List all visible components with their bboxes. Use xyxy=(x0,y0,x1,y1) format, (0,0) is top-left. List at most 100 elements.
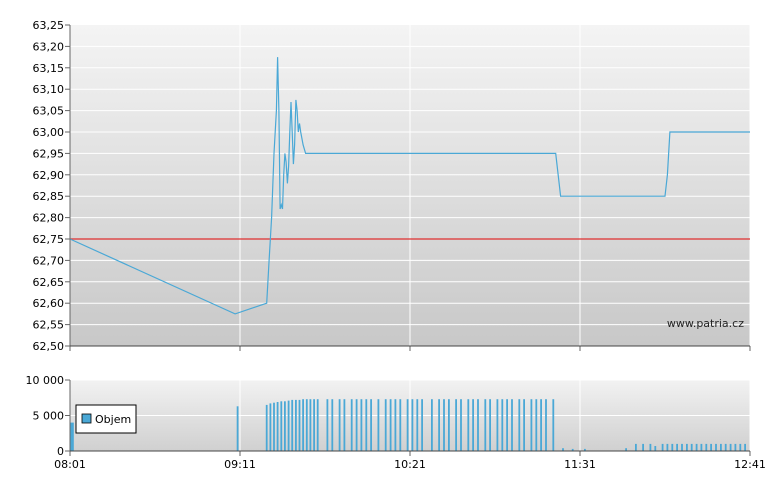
volume-bar xyxy=(518,399,521,451)
volume-bar xyxy=(496,399,499,451)
volume-y-axis: 10 000 5 000 0 xyxy=(26,374,70,458)
price-y-tick-label: 63,05 xyxy=(33,105,65,118)
volume-bar xyxy=(734,443,737,451)
volume-bar xyxy=(729,443,732,451)
volume-bars xyxy=(70,399,746,451)
volume-bar xyxy=(280,401,283,451)
volume-bar xyxy=(350,399,353,451)
volume-bar xyxy=(302,399,304,451)
volume-bar xyxy=(571,448,574,451)
time-x-tick-label: 11:31 xyxy=(564,458,596,471)
volume-bar xyxy=(506,399,508,451)
price-y-tick-label: 62,85 xyxy=(33,190,65,203)
volume-bar xyxy=(695,443,698,451)
volume-bar xyxy=(671,443,674,451)
price-y-tick-label: 63,20 xyxy=(33,40,65,53)
price-y-tick-label: 62,80 xyxy=(33,212,65,225)
price-y-tick-label: 63,15 xyxy=(33,62,65,75)
volume-bar xyxy=(269,403,272,451)
volume-bar xyxy=(744,443,746,451)
volume-bar xyxy=(484,399,487,451)
volume-bar xyxy=(399,399,402,451)
time-x-tick-label: 10:21 xyxy=(394,458,426,471)
volume-bar xyxy=(635,443,637,451)
volume-bar xyxy=(343,399,346,451)
price-y-tick-label: 62,95 xyxy=(33,147,65,160)
volume-bar xyxy=(552,399,555,451)
volume-bar xyxy=(384,399,387,451)
volume-bar xyxy=(625,448,627,451)
volume-bar xyxy=(489,399,491,451)
volume-bar xyxy=(511,399,513,451)
volume-bar xyxy=(523,399,525,451)
time-x-tick-label: 08:01 xyxy=(54,458,86,471)
volume-legend: Objem xyxy=(75,404,137,434)
volume-bar xyxy=(284,401,286,451)
volume-bar xyxy=(265,404,268,451)
watermark: www.patria.cz xyxy=(667,317,744,330)
price-y-tick-label: 62,75 xyxy=(33,233,65,246)
volume-bar xyxy=(295,399,297,451)
volume-bar xyxy=(448,399,450,451)
volume-bar xyxy=(715,443,717,451)
volume-bar xyxy=(365,399,368,451)
time-x-tick-label: 12:41 xyxy=(734,458,766,471)
price-y-tick-label: 63,10 xyxy=(33,83,65,96)
volume-bar xyxy=(71,443,73,451)
volume-bar xyxy=(477,399,479,451)
volume-bar xyxy=(724,443,727,451)
volume-bar xyxy=(467,399,470,451)
volume-bar xyxy=(326,399,329,451)
volume-bar xyxy=(438,399,440,451)
volume-bar xyxy=(535,399,538,451)
volume-bar xyxy=(291,399,294,451)
volume-bar xyxy=(705,443,708,451)
price-y-axis: 63,25 63,20 63,15 63,10 63,05 63,00 62,95 62,90… xyxy=(33,19,70,353)
volume-grid xyxy=(70,379,751,451)
price-y-tick-label: 63,00 xyxy=(33,126,65,139)
volume-bar xyxy=(642,443,644,451)
price-y-tick-label: 62,55 xyxy=(33,319,65,332)
volume-bar xyxy=(443,399,445,451)
volume-bar xyxy=(686,443,688,451)
volume-bar xyxy=(305,399,308,451)
volume-bar xyxy=(389,399,392,451)
volume-bar xyxy=(355,399,358,451)
volume-bar xyxy=(416,399,419,451)
volume-bar xyxy=(460,399,462,451)
volume-bar xyxy=(739,443,742,451)
volume-bar xyxy=(720,443,722,451)
volume-bar xyxy=(540,399,542,451)
price-y-tick-label: 62,50 xyxy=(33,340,65,353)
price-y-tick-label: 62,70 xyxy=(33,254,65,267)
price-y-tick-label: 62,60 xyxy=(33,297,65,310)
price-y-tick-label: 62,65 xyxy=(33,276,65,289)
volume-y-tick-label: 10 000 xyxy=(26,374,65,387)
volume-bar xyxy=(431,399,433,451)
volume-bar xyxy=(309,399,312,451)
time-x-axis: 08:01 09:11 10:21 11:31 12:41 xyxy=(54,346,766,471)
volume-bar xyxy=(276,402,279,451)
volume-y-tick-label: 0 xyxy=(57,445,64,458)
price-y-tick-label: 63,25 xyxy=(33,19,65,32)
volume-bar xyxy=(72,422,74,451)
volume-bar xyxy=(710,443,712,451)
volume-bar xyxy=(666,443,669,451)
volume-bar xyxy=(298,399,301,451)
volume-bar xyxy=(530,399,533,451)
volume-bar xyxy=(370,399,372,451)
volume-bar xyxy=(273,402,275,451)
volume-bar xyxy=(411,399,414,451)
time-x-tick-label: 09:11 xyxy=(224,458,256,471)
price-y-tick-label: 62,90 xyxy=(33,169,65,182)
volume-bar xyxy=(287,400,290,451)
volume-y-tick-label: 5 000 xyxy=(33,410,65,423)
volume-bar xyxy=(236,406,239,451)
volume-bar xyxy=(584,448,586,451)
legend-label: Objem xyxy=(95,413,131,426)
volume-bar xyxy=(676,443,678,451)
price-series-line xyxy=(69,57,750,315)
volume-bar xyxy=(545,399,547,451)
